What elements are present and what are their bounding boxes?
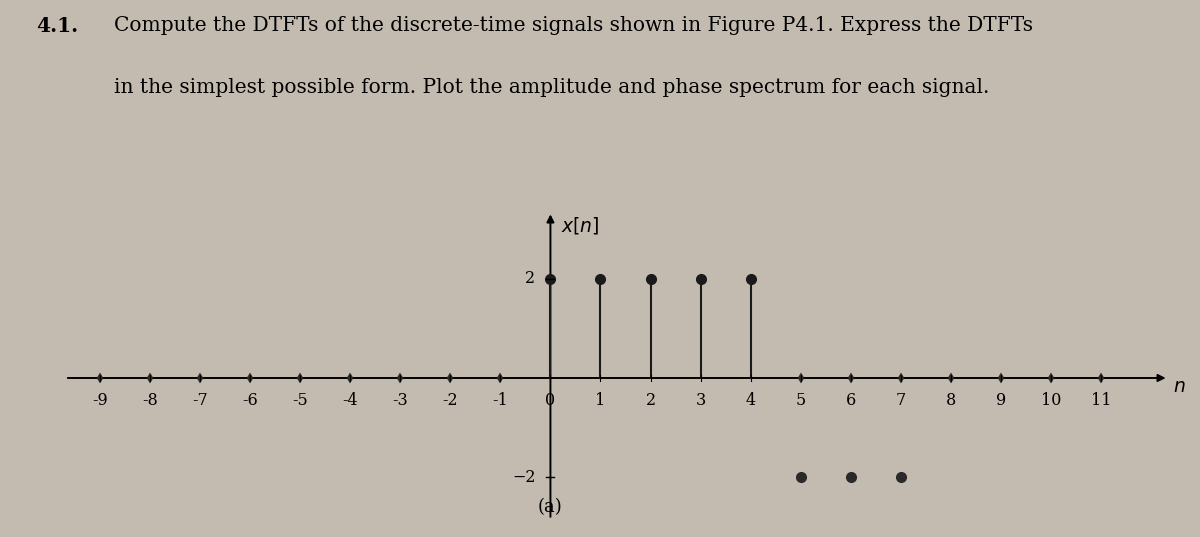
Text: −2: −2: [512, 469, 535, 486]
Text: 7: 7: [895, 392, 906, 409]
Text: 8: 8: [946, 392, 956, 409]
Text: 5: 5: [796, 392, 805, 409]
Text: (a): (a): [538, 498, 563, 516]
Text: -6: -6: [242, 392, 258, 409]
Text: in the simplest possible form. Plot the amplitude and phase spectrum for each si: in the simplest possible form. Plot the …: [114, 78, 989, 97]
Text: 11: 11: [1091, 392, 1111, 409]
Text: 6: 6: [846, 392, 856, 409]
Text: -8: -8: [143, 392, 158, 409]
Text: 4.1.: 4.1.: [36, 16, 78, 36]
Text: $x[n]$: $x[n]$: [562, 215, 600, 236]
Text: 0: 0: [545, 392, 556, 409]
Text: 10: 10: [1040, 392, 1061, 409]
Text: -7: -7: [192, 392, 208, 409]
Text: -2: -2: [443, 392, 458, 409]
Text: -5: -5: [293, 392, 308, 409]
Text: -9: -9: [92, 392, 108, 409]
Text: Compute the DTFTs of the discrete-time signals shown in Figure P4.1. Express the: Compute the DTFTs of the discrete-time s…: [114, 16, 1033, 35]
Text: -4: -4: [342, 392, 358, 409]
Text: 2: 2: [526, 270, 535, 287]
Text: 2: 2: [646, 392, 655, 409]
Text: $n$: $n$: [1174, 378, 1186, 396]
Text: 4: 4: [745, 392, 756, 409]
Text: 9: 9: [996, 392, 1006, 409]
Text: 3: 3: [696, 392, 706, 409]
Text: 1: 1: [595, 392, 606, 409]
Text: -1: -1: [492, 392, 509, 409]
Text: -3: -3: [392, 392, 408, 409]
